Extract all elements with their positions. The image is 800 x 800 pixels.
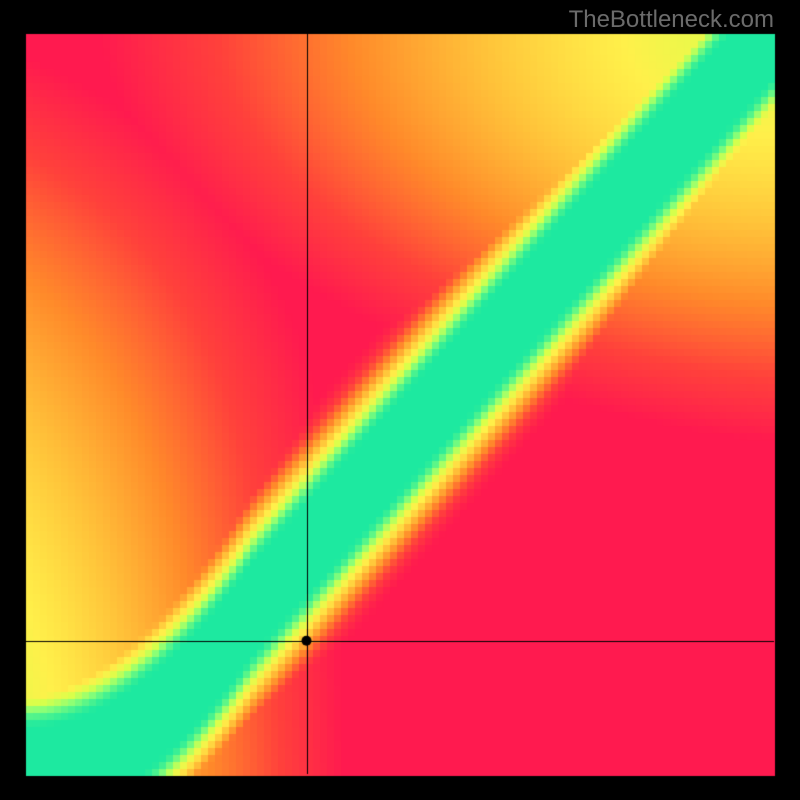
watermark-text: TheBottleneck.com bbox=[569, 6, 774, 34]
chart-container: { "watermark": { "text": "TheBottleneck.… bbox=[0, 0, 800, 800]
bottleneck-heatmap bbox=[0, 0, 800, 800]
